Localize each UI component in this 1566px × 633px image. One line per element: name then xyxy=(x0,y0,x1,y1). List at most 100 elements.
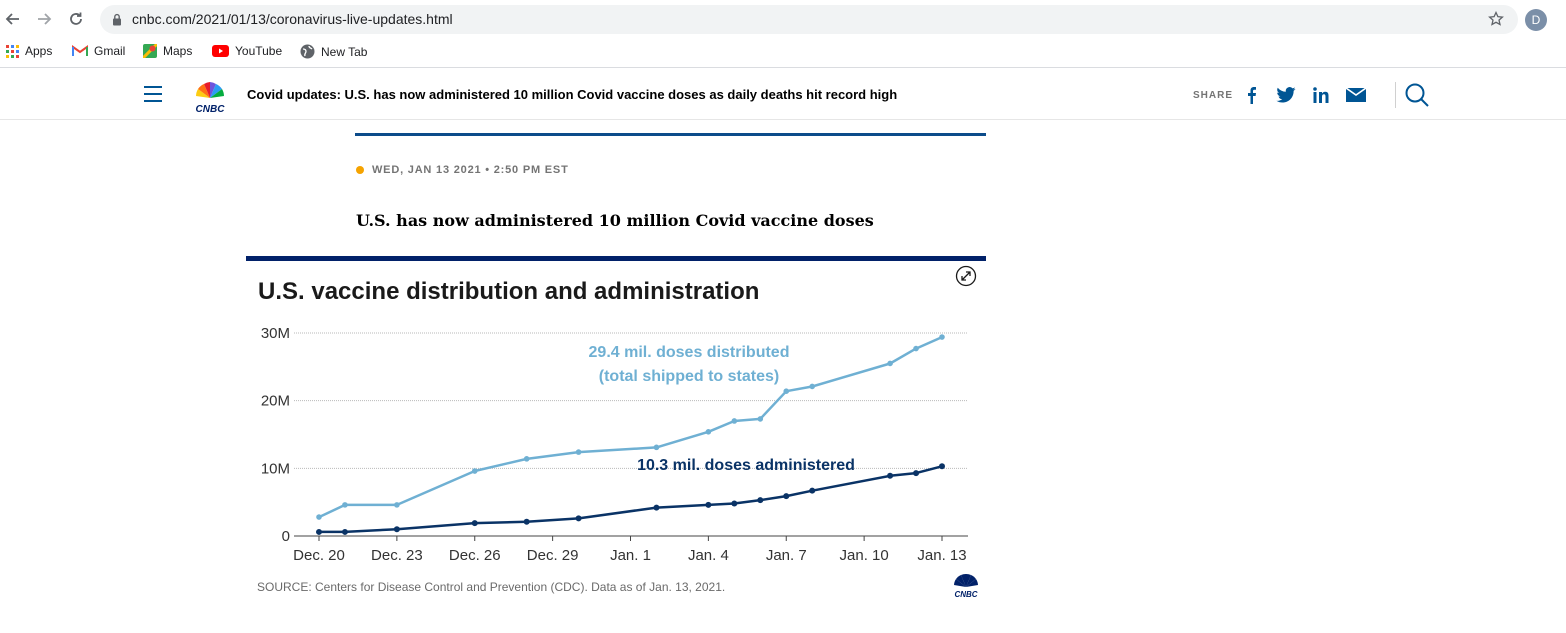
lock-icon xyxy=(113,13,121,26)
reload-button[interactable] xyxy=(65,8,87,30)
facebook-share-button[interactable] xyxy=(1240,84,1262,106)
bookmark-apps[interactable]: Apps xyxy=(6,44,52,58)
administered-label: 10.3 mil. doses administered xyxy=(637,457,855,474)
svg-text:CNBC: CNBC xyxy=(196,104,226,114)
email-icon xyxy=(1346,88,1366,102)
reload-icon xyxy=(70,12,82,25)
search-icon[interactable] xyxy=(1404,82,1430,108)
expand-chart-icon[interactable] xyxy=(955,265,977,287)
live-dot xyxy=(356,166,364,174)
forward-button[interactable] xyxy=(33,8,55,30)
bookmark-new-tab[interactable]: New Tab xyxy=(300,44,367,59)
y-tick-label: 0 xyxy=(282,528,290,545)
cnbc-footer-logo: CNBC xyxy=(954,573,978,598)
apps-grid-icon xyxy=(6,44,19,58)
data-point xyxy=(913,470,920,477)
data-point xyxy=(471,468,478,474)
data-point xyxy=(471,520,478,527)
header-headline: Covid updates: U.S. has now administered… xyxy=(247,87,898,102)
cnbc-logo[interactable]: CNBC xyxy=(188,76,232,114)
globe-icon xyxy=(300,44,315,59)
bookmarks-bar: Apps Gmail Maps YouTube New Tab xyxy=(0,38,1566,68)
data-point xyxy=(757,497,764,504)
data-point xyxy=(939,463,945,470)
data-point xyxy=(341,528,348,535)
twitter-icon xyxy=(1276,87,1296,103)
share-label: SHARE xyxy=(1193,90,1234,101)
data-point xyxy=(394,502,400,508)
bookmark-maps[interactable]: Maps xyxy=(143,44,192,58)
url-text: cnbc.com/2021/01/13/coronavirus-live-upd… xyxy=(132,11,453,27)
data-point xyxy=(653,444,660,451)
maps-icon xyxy=(143,44,157,58)
svg-text:CNBC: CNBC xyxy=(954,590,977,598)
bookmark-star-icon[interactable] xyxy=(1488,11,1504,27)
facebook-icon xyxy=(1248,87,1256,104)
x-tick-label: Jan. 1 xyxy=(610,547,651,564)
timestamp-text: WED, JAN 13 2021 • 2:50 PM EST xyxy=(372,164,569,176)
x-tick-label: Dec. 23 xyxy=(371,547,423,564)
post-top-rule xyxy=(355,133,986,136)
data-point xyxy=(757,416,764,422)
y-tick-label: 10M xyxy=(261,460,290,477)
data-point xyxy=(316,514,322,520)
bookmark-label: Gmail xyxy=(94,44,126,58)
data-point xyxy=(653,504,660,511)
bookmark-label: New Tab xyxy=(321,44,368,59)
linkedin-share-button[interactable] xyxy=(1310,84,1332,106)
data-point xyxy=(342,502,348,508)
twitter-share-button[interactable] xyxy=(1275,84,1297,106)
data-point xyxy=(705,501,712,508)
back-arrow-icon xyxy=(5,13,19,25)
menu-icon[interactable] xyxy=(144,86,162,102)
data-point xyxy=(316,528,322,535)
distributed-label: 29.4 mil. doses distributed xyxy=(589,344,790,361)
bookmark-youtube[interactable]: YouTube xyxy=(212,44,282,58)
linkedin-icon xyxy=(1313,87,1329,103)
data-point xyxy=(809,487,816,494)
data-point xyxy=(783,388,790,394)
data-point xyxy=(809,383,816,390)
data-point xyxy=(913,345,919,352)
bookmark-label: Maps xyxy=(163,44,193,58)
bookmark-label: YouTube xyxy=(235,44,283,58)
gmail-icon xyxy=(72,45,88,56)
data-point xyxy=(393,526,400,533)
x-tick-label: Jan. 13 xyxy=(917,547,966,564)
x-tick-label: Dec. 20 xyxy=(293,547,345,564)
data-point xyxy=(705,428,712,435)
chart-source: SOURCE: Centers for Disease Control and … xyxy=(257,580,726,594)
vaccine-line-chart: 0 10M 20M 30M Dec. 20 Dec. 23 Dec. 26 Dec. 29 Ja… xyxy=(261,325,968,564)
chart-title: U.S. vaccine distribution and administra… xyxy=(258,278,760,305)
data-point xyxy=(731,500,738,507)
data-point xyxy=(575,449,582,455)
back-button[interactable] xyxy=(2,8,24,30)
data-point xyxy=(731,418,738,424)
site-header: CNBC Covid updates: U.S. has now adminis… xyxy=(0,70,1566,120)
x-tick-label: Jan. 10 xyxy=(840,547,889,564)
bookmark-gmail[interactable]: Gmail xyxy=(72,44,125,58)
y-tick-label: 20M xyxy=(261,393,290,410)
data-point xyxy=(575,515,582,522)
email-share-button[interactable] xyxy=(1345,84,1367,106)
y-tick-label: 30M xyxy=(261,325,290,342)
data-point xyxy=(783,493,790,500)
browser-toolbar: cnbc.com/2021/01/13/coronavirus-live-upd… xyxy=(0,0,1566,38)
distributed-sublabel: (total shipped to states) xyxy=(599,368,779,385)
data-point xyxy=(887,472,894,479)
chart-top-rule xyxy=(246,256,986,261)
data-point xyxy=(939,334,945,340)
x-tick-label: Dec. 26 xyxy=(449,547,501,564)
post-title: U.S. has now administered 10 million Cov… xyxy=(356,211,874,230)
x-tick-label: Jan. 7 xyxy=(766,547,807,564)
bookmark-label: Apps xyxy=(25,44,53,58)
x-tick-label: Dec. 29 xyxy=(527,547,579,564)
forward-arrow-icon xyxy=(38,13,52,25)
profile-avatar[interactable]: D xyxy=(1525,9,1547,31)
data-point xyxy=(523,518,530,525)
youtube-icon xyxy=(212,45,229,57)
header-divider xyxy=(1395,82,1396,108)
x-tick-label: Jan. 4 xyxy=(688,547,729,564)
data-point xyxy=(887,360,893,367)
address-bar[interactable]: cnbc.com/2021/01/13/coronavirus-live-upd… xyxy=(100,5,1518,34)
